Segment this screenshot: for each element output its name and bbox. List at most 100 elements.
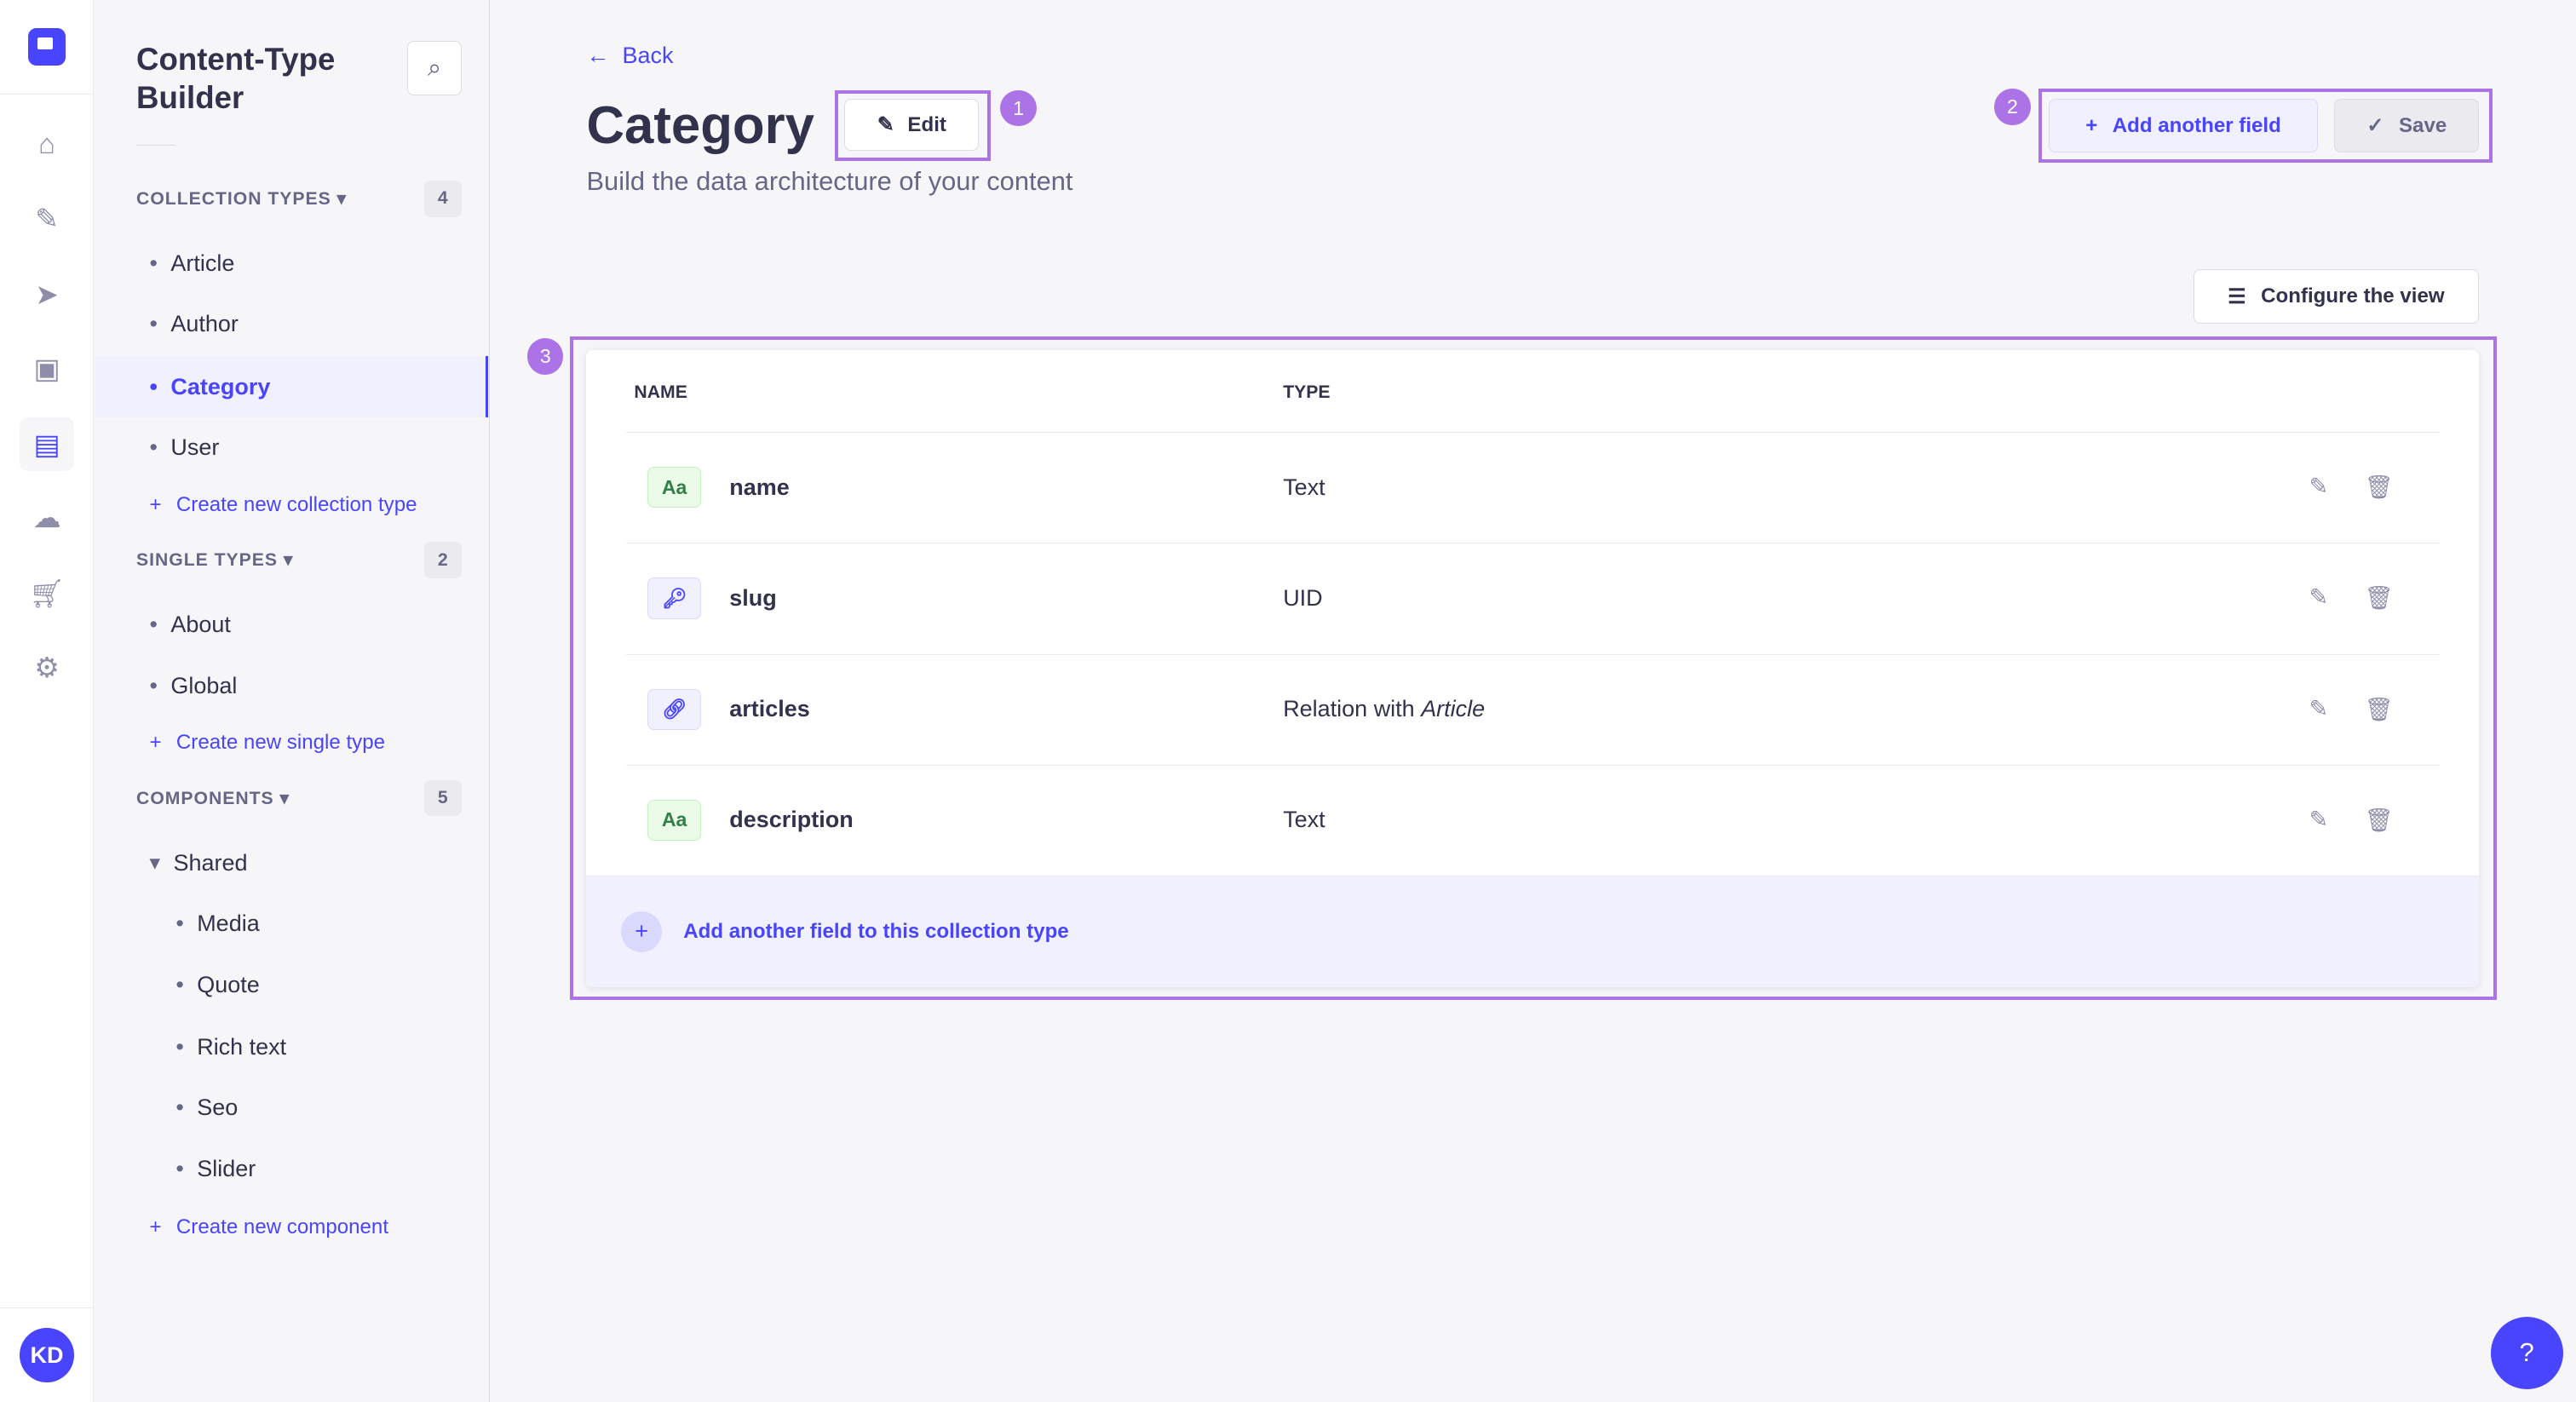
- section-label: COLLECTION TYPES: [136, 188, 347, 210]
- trash-icon[interactable]: 🗑︎: [2364, 696, 2394, 722]
- create-collection-type-link[interactable]: + Create new collection type: [149, 493, 417, 517]
- trash-icon[interactable]: 🗑︎: [2364, 585, 2394, 612]
- type-label: Text: [1283, 807, 1325, 833]
- table-row[interactable]: 🔗︎ articles Relation with Article ✎ 🗑︎: [625, 653, 2440, 764]
- plus-icon: +: [149, 731, 162, 755]
- count-badge: 2: [423, 542, 462, 578]
- divider: [0, 93, 94, 95]
- sidebar-item-global[interactable]: Global: [95, 655, 488, 715]
- layout-icon[interactable]: ▤: [20, 417, 74, 472]
- sidebar-item-author[interactable]: Author: [95, 294, 488, 354]
- sidebar-item-media[interactable]: Media: [95, 893, 488, 954]
- back-link[interactable]: ← Back: [586, 43, 673, 69]
- page-subtitle: Build the data architecture of your cont…: [586, 165, 1073, 196]
- column-header-name: NAME: [634, 382, 687, 403]
- section-components[interactable]: COMPONENTS 5: [136, 780, 462, 817]
- back-label: Back: [622, 43, 674, 69]
- plus-icon: +: [2085, 113, 2098, 137]
- field-name: articles: [729, 696, 810, 722]
- field-type: Text: [1283, 807, 1325, 833]
- field-name: description: [729, 807, 854, 833]
- home-icon[interactable]: ⌂: [38, 127, 55, 159]
- search-icon: ⌕: [427, 54, 442, 82]
- trash-icon[interactable]: 🗑︎: [2364, 474, 2394, 501]
- sidebar-item-rich-text[interactable]: Rich text: [95, 1017, 488, 1077]
- relation-target: Article: [1421, 696, 1486, 722]
- question-icon: ?: [2519, 1337, 2534, 1368]
- paper-plane-icon[interactable]: ➤: [35, 279, 59, 311]
- section-label: COMPONENTS: [136, 788, 290, 809]
- help-button[interactable]: ?: [2490, 1316, 2563, 1389]
- key-icon: 🔑︎: [647, 577, 702, 619]
- divider: [136, 144, 176, 146]
- pencil-icon[interactable]: ✎: [2309, 695, 2329, 721]
- type-label: Text: [1283, 474, 1325, 500]
- sidebar: Content-Type Builder ⌕ COLLECTION TYPES 4…: [95, 0, 490, 1402]
- plus-icon: +: [149, 1215, 162, 1239]
- create-single-type-link[interactable]: + Create new single type: [149, 731, 385, 755]
- pencil-icon[interactable]: ✎: [2309, 806, 2329, 832]
- configure-view-button[interactable]: ☰ Configure the view: [2193, 269, 2480, 324]
- pencil-icon[interactable]: ✎: [2309, 584, 2329, 611]
- section-label: SINGLE TYPES: [136, 549, 293, 571]
- list-settings-icon: ☰: [2228, 284, 2246, 308]
- sidebar-title: Content-Type Builder: [136, 42, 336, 115]
- sidebar-item-seo[interactable]: Seo: [95, 1077, 488, 1138]
- edit-button[interactable]: ✎ Edit: [844, 98, 980, 152]
- edit-label: Edit: [907, 112, 946, 136]
- link-label: Create new single type: [175, 731, 385, 755]
- search-button[interactable]: ⌕: [407, 41, 462, 95]
- cart-icon[interactable]: 🛒︎: [29, 577, 65, 609]
- avatar[interactable]: KD: [20, 1328, 74, 1382]
- page-title: Category: [586, 95, 814, 155]
- button-label: Save: [2398, 113, 2447, 137]
- text-field-icon: Aa: [647, 799, 702, 841]
- sidebar-item-user[interactable]: User: [95, 417, 488, 478]
- highlight-box: [2038, 89, 2493, 163]
- cog-icon[interactable]: ⚙: [34, 651, 60, 683]
- link-label: Create new component: [175, 1215, 389, 1239]
- field-type: Relation with Article: [1283, 696, 1485, 722]
- images-icon[interactable]: ▣: [33, 352, 60, 384]
- button-label: Configure the view: [2261, 284, 2445, 308]
- divider: [0, 1307, 94, 1308]
- section-single-types[interactable]: SINGLE TYPES 2: [136, 542, 462, 578]
- create-component-link[interactable]: + Create new component: [149, 1215, 388, 1239]
- table-row[interactable]: 🔑︎ slug UID ✎ 🗑︎: [625, 543, 2440, 652]
- sidebar-group-shared[interactable]: Shared: [95, 833, 488, 893]
- button-label: Add another field: [2112, 113, 2281, 137]
- trash-icon[interactable]: 🗑︎: [2364, 807, 2394, 833]
- plus-icon: +: [149, 492, 162, 516]
- logo[interactable]: [27, 27, 66, 66]
- feather-icon[interactable]: ✎: [35, 203, 59, 235]
- arrow-left-icon: ←: [586, 43, 610, 69]
- link-label: Create new collection type: [175, 492, 417, 516]
- footer-label: Add another field to this collection typ…: [683, 919, 1069, 943]
- sidebar-item-category[interactable]: Category: [95, 356, 488, 417]
- sidebar-item-about[interactable]: About: [95, 595, 488, 655]
- table-row[interactable]: Aa description Text ✎ 🗑︎: [625, 764, 2440, 875]
- save-button[interactable]: ✓ Save: [2334, 98, 2480, 153]
- sidebar-item-article[interactable]: Article: [95, 233, 488, 294]
- annotation-badge: 2: [1994, 89, 2031, 125]
- add-another-field-button[interactable]: + Add another field: [2048, 98, 2319, 153]
- plus-circle-icon: +: [620, 911, 663, 953]
- main-content: ← Back Category ✎ Edit 1 Build the data a…: [492, 0, 2576, 1402]
- main-nav: ⌂ ✎ ➤ ▣ ▤ ☁ 🛒︎ ⚙ KD: [0, 0, 94, 1402]
- pencil-icon: ✎: [877, 113, 894, 137]
- cloud-icon[interactable]: ☁: [32, 502, 61, 534]
- check-icon: ✓: [2366, 114, 2384, 138]
- sidebar-item-slider[interactable]: Slider: [95, 1138, 488, 1198]
- field-name: name: [729, 474, 790, 500]
- field-type: Text: [1283, 474, 1325, 501]
- section-collection-types[interactable]: COLLECTION TYPES 4: [136, 181, 462, 217]
- fields-table: NAME TYPE Aa name Text ✎ 🗑︎ 🔑︎ slug UID ✎ 🗑…: [586, 349, 2480, 988]
- type-label: Relation with: [1283, 696, 1415, 722]
- add-field-footer[interactable]: + Add another field to this collection ty…: [586, 875, 2480, 988]
- text-field-icon: Aa: [647, 467, 702, 509]
- table-row[interactable]: Aa name Text ✎ 🗑︎: [625, 432, 2440, 542]
- pencil-icon[interactable]: ✎: [2309, 474, 2329, 500]
- sidebar-item-quote[interactable]: Quote: [95, 954, 488, 1014]
- link-icon: 🔗︎: [647, 688, 702, 730]
